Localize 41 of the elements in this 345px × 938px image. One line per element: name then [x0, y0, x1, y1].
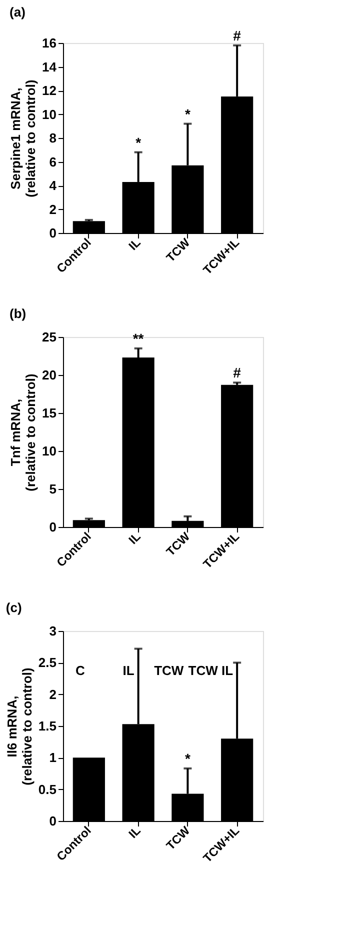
annotation: TCW: [154, 663, 184, 678]
y-tick-label: 2: [49, 686, 56, 702]
y-tick-label: 3: [49, 624, 56, 638]
annotation: TCW IL: [188, 663, 234, 678]
y-tick-label: 4: [49, 178, 58, 193]
annotation: *: [136, 134, 142, 150]
y-tick-label: 12: [42, 83, 56, 98]
y-tick-label: 0: [49, 226, 56, 240]
y-tick-label: 1.5: [38, 718, 56, 734]
y-tick-label: 0: [49, 520, 56, 534]
x-tick-label: IL: [126, 530, 144, 547]
y-tick-label: 16: [42, 36, 56, 50]
annotation: **: [132, 330, 144, 346]
y-tick-label: 1: [49, 750, 56, 766]
annotation: C: [76, 663, 86, 678]
y-tick-label: 2: [49, 202, 56, 217]
x-tick-label: IL: [126, 236, 144, 253]
y-tick-label: 14: [42, 59, 58, 74]
annotation: *: [184, 750, 191, 766]
x-tick-label: IL: [126, 824, 144, 841]
annotation: IL: [122, 663, 134, 678]
y-tick-label: 0.5: [38, 782, 56, 797]
y-axis-title: Il6 mRNA, (relative to control): [4, 668, 34, 786]
y-tick-label: 5: [49, 482, 56, 496]
chart-title: (a): [10, 4, 26, 20]
y-tick-label: 2.5: [38, 655, 56, 670]
annotation: *: [184, 106, 191, 122]
y-tick-label: 10: [42, 106, 56, 122]
y-axis-title: Tnf mRNA, (relative to control): [8, 374, 38, 492]
y-tick-label: 10: [42, 444, 56, 458]
y-tick-label: 0: [49, 814, 56, 828]
annotation: #: [233, 27, 242, 44]
y-tick-label: 6: [49, 154, 56, 170]
chart-title: (b): [10, 306, 26, 321]
annotation: #: [233, 364, 242, 381]
y-tick-label: 20: [42, 368, 56, 382]
y-tick-label: 25: [42, 330, 56, 344]
chart-title: (c): [6, 600, 22, 615]
y-axis-title: Serpine1 mRNA, (relative to control): [8, 80, 38, 198]
y-tick-label: 15: [42, 406, 56, 420]
y-tick-label: 8: [49, 130, 56, 146]
